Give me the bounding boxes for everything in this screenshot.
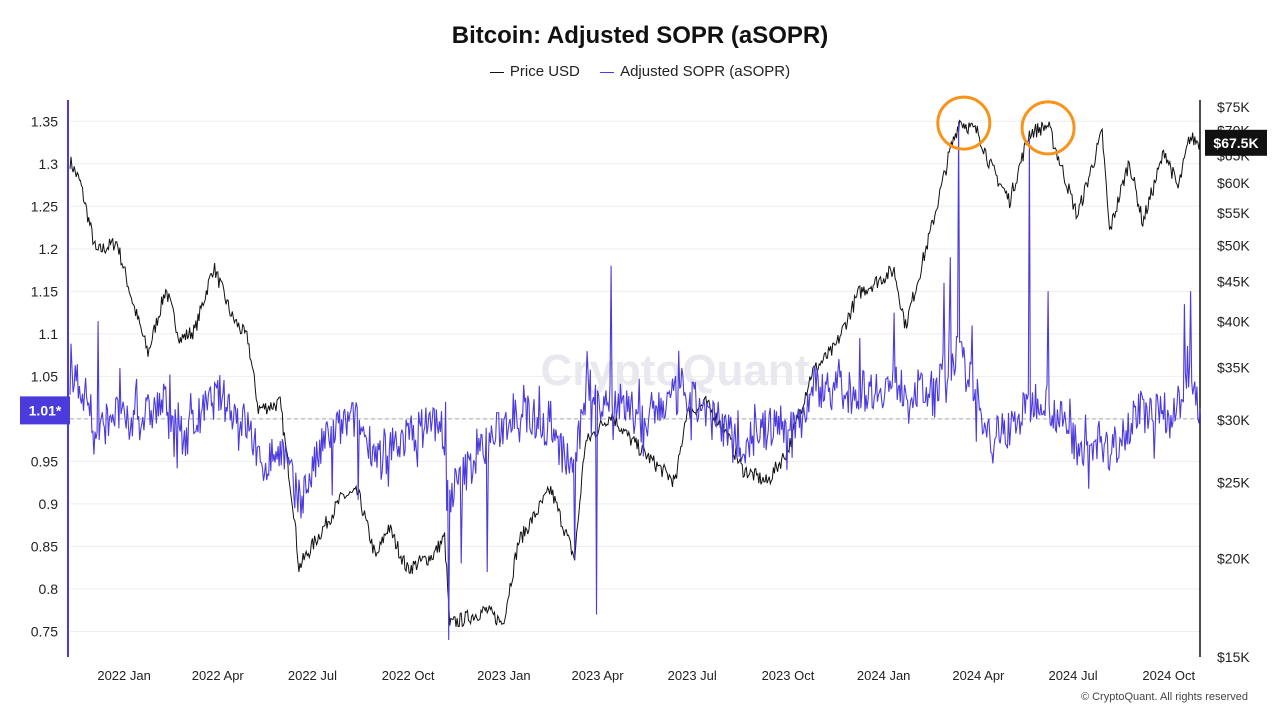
chart-legend: Price USD Adjusted SOPR (aSOPR) <box>0 63 1280 80</box>
x-tick-label: 2023 Jan <box>477 668 531 683</box>
x-tick-label: 2023 Jul <box>668 668 717 683</box>
right-axis-ticks: $15K $20K $25K $30K $35K $40K $45K $50K $55K $60K… <box>1217 99 1250 665</box>
chart-title: Bitcoin: Adjusted SOPR (aSOPR) <box>451 22 829 49</box>
legend-swatch-price <box>489 71 504 73</box>
right-tick-label: $75K <box>1217 99 1250 115</box>
copyright-footer: © CryptoQuant. All rights reserved <box>1080 691 1248 703</box>
right-tick-label: $25K <box>1217 474 1250 490</box>
highlight-circle-1 <box>936 95 992 151</box>
legend-label-asopr: Adjusted SOPR (aSOPR) <box>620 63 791 80</box>
current-price-tag <box>1205 129 1267 156</box>
left-tick-label: 1.1 <box>39 326 59 342</box>
left-tick-label: 0.85 <box>31 538 58 554</box>
legend-swatch-asopr <box>600 71 615 73</box>
right-tick-label: $20K <box>1217 551 1250 567</box>
x-tick-label: 2024 Jul <box>1048 668 1097 683</box>
right-tick-label: $45K <box>1217 273 1250 289</box>
left-tick-label: 1.3 <box>39 156 59 172</box>
current-asopr-tag <box>20 396 70 425</box>
current-asopr-label: 1.01* <box>29 402 62 418</box>
watermark-text: CryptoQuant <box>541 346 810 395</box>
right-tick-label: $55K <box>1217 205 1250 221</box>
x-axis-ticks: 2022 Jan 2022 Apr 2022 Jul 2022 Oct 2023 Jan… <box>97 668 1195 683</box>
left-tick-label: 1.25 <box>31 198 58 214</box>
x-tick-label: 2022 Jan <box>97 668 151 683</box>
x-tick-label: 2022 Oct <box>382 668 435 683</box>
right-tick-label: $15K <box>1217 649 1250 665</box>
legend-item-asopr[interactable]: Adjusted SOPR (aSOPR) <box>600 63 790 80</box>
x-tick-label: 2024 Oct <box>1142 668 1195 683</box>
right-tick-label: $35K <box>1217 359 1250 375</box>
left-tick-label: 1.05 <box>31 368 58 384</box>
legend-item-price[interactable]: Price USD <box>489 63 580 80</box>
right-tick-label: $30K <box>1217 412 1250 428</box>
legend-label-price: Price USD <box>509 63 580 80</box>
left-tick-label: 0.8 <box>39 581 59 597</box>
x-tick-label: 2024 Apr <box>952 668 1005 683</box>
asopr-line <box>69 121 1201 641</box>
x-tick-label: 2024 Jan <box>857 668 911 683</box>
left-tick-label: 1.2 <box>39 241 59 257</box>
left-axis-ticks: 0.75 0.8 0.85 0.9 0.95 1.05 1.1 1.15 1.2 1.25 1.3 1… <box>31 113 58 639</box>
price-usd-line <box>69 119 1201 628</box>
left-tick-label: 1.15 <box>31 283 58 299</box>
right-tick-label: $50K <box>1217 237 1250 253</box>
x-tick-label: 2022 Jul <box>288 668 337 683</box>
right-tick-label: $60K <box>1217 175 1250 191</box>
left-tick-label: 1.35 <box>31 113 58 129</box>
x-tick-label: 2022 Apr <box>192 668 245 683</box>
current-price-label: $67.5K <box>1213 135 1258 151</box>
left-tick-label: 0.75 <box>31 623 58 639</box>
left-tick-label: 0.95 <box>31 453 58 469</box>
x-tick-label: 2023 Oct <box>762 668 815 683</box>
highlight-circle-2 <box>1020 100 1076 156</box>
x-tick-label: 2023 Apr <box>572 668 625 683</box>
right-tick-label: $40K <box>1217 314 1250 330</box>
left-tick-label: 0.9 <box>39 496 59 512</box>
